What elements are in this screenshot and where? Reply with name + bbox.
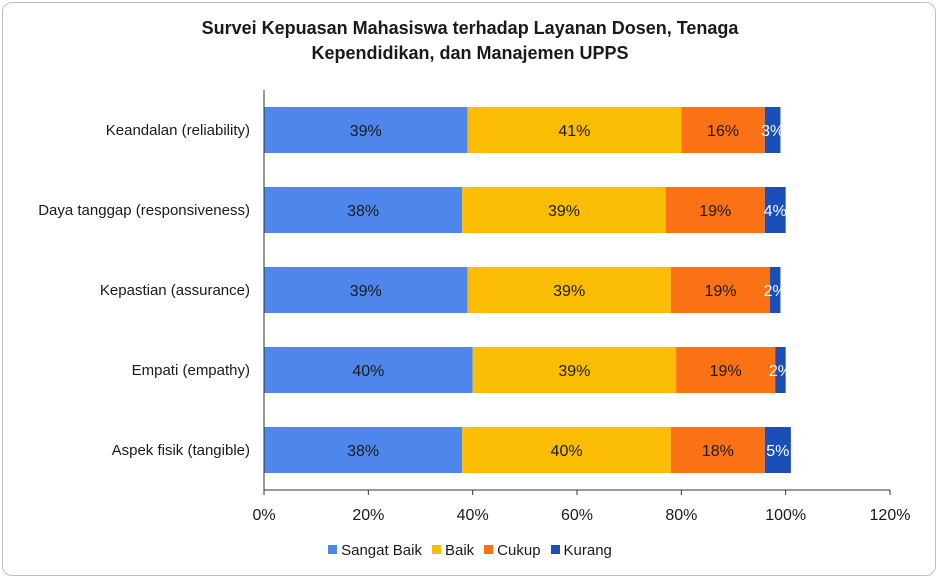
x-tick-label-5: 80% [665, 507, 697, 524]
legend-item-1: Sangat Baik [328, 542, 422, 559]
bar-segment-5-3 [670, 427, 765, 473]
bar-segment-3-3 [670, 267, 771, 313]
category-label-1: Keandalan (reliability) [106, 122, 250, 139]
legend-label-1: Sangat Baik [341, 542, 422, 559]
data-label-5-3: 18% [702, 443, 734, 460]
data-label-2-4: 4% [764, 203, 787, 220]
data-label-4-1: 40% [352, 363, 384, 380]
data-label-5-4: 5% [766, 443, 789, 460]
data-label-4-2: 39% [558, 363, 590, 380]
data-label-2-1: 38% [347, 203, 379, 220]
x-tick-label-3: 40% [457, 507, 489, 524]
chart-title-line-1: Survei Kepuasan Mahasiswa terhadap Layan… [201, 18, 739, 38]
x-tick-label-4: 60% [561, 507, 593, 524]
bar-segment-5-2 [462, 427, 671, 473]
data-label-2-3: 19% [699, 203, 731, 220]
bar-segment-3-2 [467, 267, 671, 313]
bar-segment-4-1 [264, 347, 473, 393]
legend-swatch-4 [550, 545, 560, 554]
category-label-5: Aspek fisik (tangible) [112, 442, 250, 459]
data-label-4-3: 19% [710, 363, 742, 380]
data-label-3-4: 2% [764, 283, 787, 300]
legend-label-2: Baik [444, 542, 475, 559]
data-label-1-2: 41% [558, 123, 590, 140]
bar-segment-1-4 [764, 107, 781, 153]
chart-legend: Sangat Baik Baik Cukup Kurang [0, 542, 940, 559]
category-label-2: Daya tanggap (responsiveness) [38, 202, 250, 219]
bar-segment-2-3 [665, 187, 765, 233]
category-label-3: Kepastian (assurance) [100, 282, 250, 299]
chart-title-line-2: Kependidikan, dan Manajemen UPPS [311, 43, 629, 63]
x-tick-label-1: 0% [252, 507, 275, 524]
legend-label-4: Kurang [563, 542, 612, 559]
bar-segment-3-1 [264, 267, 468, 313]
bar-segment-2-2 [462, 187, 666, 233]
data-label-3-2: 39% [553, 283, 585, 300]
legend-item-3: Cukup [484, 542, 541, 559]
bar-segment-5-1 [264, 427, 463, 473]
data-label-4-4: 2% [769, 363, 792, 380]
legend-swatch-3 [484, 545, 494, 554]
legend-item-2: Baik [431, 542, 475, 559]
category-label-4: Empati (empathy) [132, 362, 250, 379]
data-label-3-3: 19% [704, 283, 736, 300]
bar-segment-1-1 [264, 107, 468, 153]
bar-segment-1-3 [681, 107, 765, 153]
bar-segment-1-2 [467, 107, 682, 153]
bar-segment-4-4 [775, 347, 786, 393]
data-label-3-1: 39% [350, 283, 382, 300]
bar-segment-5-4 [764, 427, 791, 473]
data-label-1-4: 3% [761, 123, 784, 140]
bar-segment-4-2 [472, 347, 677, 393]
legend-swatch-1 [328, 545, 338, 554]
bar-segment-3-4 [770, 267, 781, 313]
data-label-5-2: 40% [551, 443, 583, 460]
data-label-5-1: 38% [347, 443, 379, 460]
chart-title: Survei Kepuasan Mahasiswa terhadap Layan… [0, 16, 940, 66]
data-label-2-2: 39% [548, 203, 580, 220]
legend-label-3: Cukup [497, 542, 541, 559]
bar-segment-4-3 [676, 347, 776, 393]
x-tick-label-7: 120% [870, 507, 911, 524]
bar-segment-2-1 [264, 187, 463, 233]
legend-item-4: Kurang [550, 542, 612, 559]
legend-swatch-2 [431, 545, 441, 554]
bar-segment-2-4 [764, 187, 786, 233]
data-label-1-1: 39% [350, 123, 382, 140]
x-tick-label-6: 100% [765, 507, 806, 524]
data-label-1-3: 16% [707, 123, 739, 140]
x-tick-label-2: 20% [352, 507, 384, 524]
